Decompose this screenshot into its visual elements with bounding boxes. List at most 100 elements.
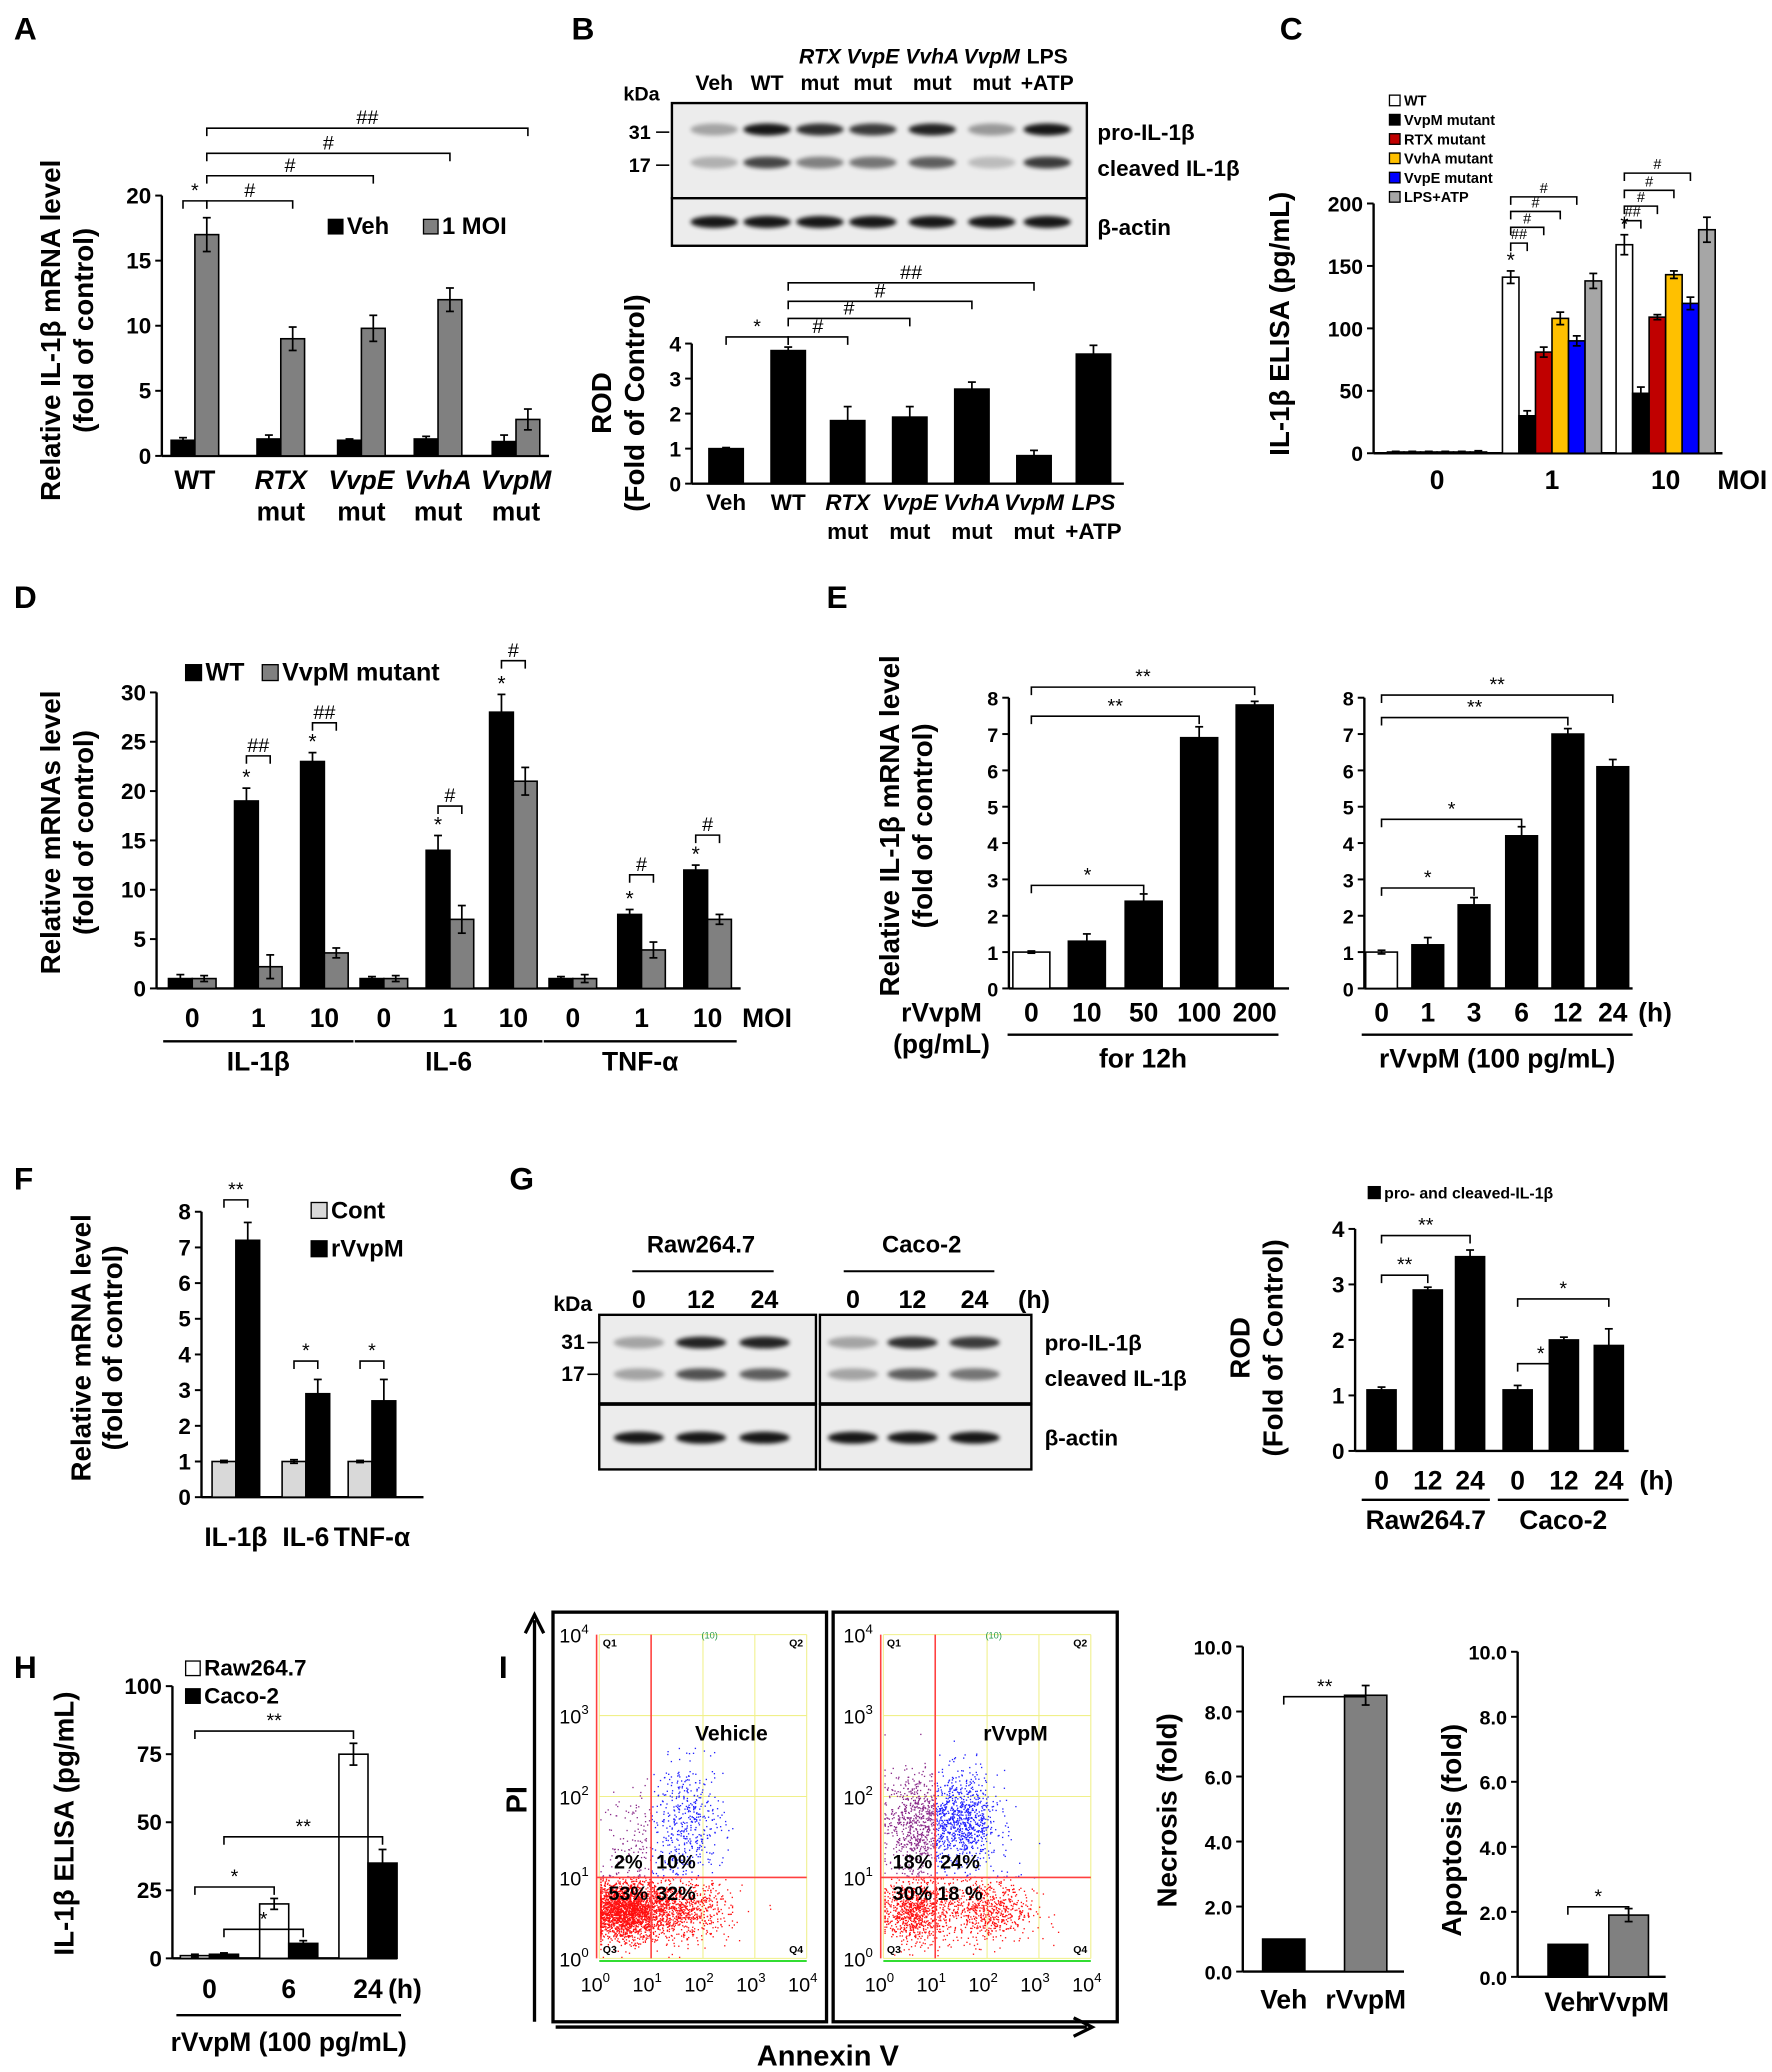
blot-band (743, 123, 791, 136)
flow-event-dot (708, 1919, 710, 1921)
flow-event-dot (680, 1835, 682, 1837)
flow-event-dot (728, 1924, 731, 1927)
bar (770, 349, 807, 485)
flow-event-dot (670, 1934, 673, 1937)
flow-event-dot (707, 1907, 709, 1909)
blot-band (1023, 156, 1071, 169)
flow-event-dot (896, 1935, 898, 1938)
flow-event-dot (647, 1915, 649, 1917)
flow-event-dot (671, 1953, 673, 1956)
flow-event-dot (635, 1909, 637, 1911)
flow-event-dot (900, 1897, 902, 1900)
flow-event-dot (696, 1836, 699, 1838)
flow-event-dot (603, 1923, 606, 1926)
flow-event-dot (619, 1935, 622, 1937)
flow-event-dot (648, 1911, 650, 1913)
lane-label: mut (913, 72, 952, 95)
x-unit-label: (h) (1640, 1465, 1674, 1495)
flow-event-dot (711, 1900, 713, 1903)
significance-bracket (359, 1360, 385, 1369)
flow-event-dot (675, 1910, 677, 1912)
flow-event-dot (647, 1895, 649, 1897)
flow-event-dot (689, 1918, 692, 1921)
flow-event-dot (631, 1912, 633, 1914)
flow-event-dot (655, 1900, 658, 1902)
flow-event-dot (627, 1917, 629, 1920)
flow-event-dot (686, 1863, 688, 1865)
flow-event-dot (604, 1895, 606, 1897)
blot-band (690, 216, 738, 228)
flow-event-dot (630, 1913, 633, 1915)
flow-event-dot (694, 1918, 696, 1920)
flow-event-dot (705, 1886, 708, 1888)
flow-event-dot (671, 1899, 673, 1902)
flow-event-dot (720, 1829, 723, 1832)
flow-event-dot (686, 1856, 689, 1858)
flow-event-dot (640, 1905, 642, 1907)
flow-event-dot (633, 1904, 635, 1906)
flow-event-dot (626, 1923, 628, 1926)
flow-event-dot (701, 1840, 703, 1842)
flow-event-dot (629, 1906, 631, 1909)
flow-event-dot (606, 1908, 609, 1911)
flow-event-dot (609, 1909, 612, 1911)
bar (1235, 704, 1274, 990)
flow-event-dot (642, 1910, 644, 1913)
mw-marker: 17 (561, 1363, 585, 1386)
flow-event-dot (633, 1921, 635, 1924)
bar (1364, 951, 1399, 990)
flow-event-dot (616, 1921, 618, 1923)
flow-event-dot (614, 1886, 616, 1888)
flow-event-dot (637, 1828, 639, 1830)
flow-event-dot (681, 1854, 684, 1856)
flow-event-dot (660, 1898, 662, 1900)
flow-event-dot (630, 1935, 632, 1937)
flow-event-dot (731, 1920, 734, 1922)
flow-event-dot (665, 1794, 667, 1796)
flow-event-dot (625, 1893, 627, 1895)
flow-event-dot (603, 1922, 605, 1925)
flow-event-dot (639, 1897, 641, 1899)
flow-event-dot (628, 1921, 630, 1923)
flow-event-dot (921, 1924, 923, 1926)
flow-event-dot (672, 1857, 674, 1859)
x-category-label: 0 (1430, 465, 1445, 495)
flow-event-dot (678, 1886, 681, 1889)
flow-event-dot (684, 1812, 687, 1814)
flow-event-dot (634, 1909, 636, 1912)
flow-event-dot (611, 1929, 614, 1932)
flow-event-dot (615, 1804, 617, 1806)
flow-event-dot (627, 1898, 629, 1901)
quadrant-name: Q1 (603, 1638, 617, 1650)
y-tick-label: 6.0 (1480, 1773, 1508, 1795)
flow-event-dot (721, 1814, 723, 1816)
flow-event-dot (680, 1896, 682, 1898)
bar (1596, 765, 1630, 990)
flow-event-dot (626, 1942, 628, 1944)
flow-event-dot (636, 1880, 638, 1883)
flow-event-dot (700, 1835, 702, 1837)
flow-event-dot (643, 1915, 645, 1918)
flow-event-dot (635, 1860, 638, 1863)
flow-event-dot (680, 1914, 683, 1917)
flow-event-dot (624, 1921, 626, 1923)
x-category-label: 12 (1553, 997, 1582, 1027)
flow-event-dot (680, 1894, 682, 1896)
y-tick-label: 0 (134, 976, 146, 1001)
flow-event-dot (667, 1897, 670, 1899)
flow-event-dot (605, 1933, 607, 1936)
flow-event-dot (616, 1934, 619, 1936)
flow-event-dot (645, 1916, 647, 1918)
flow-event-dot (601, 1898, 604, 1900)
flow-event-dot (661, 1905, 663, 1908)
flow-event-dot (611, 1889, 613, 1892)
flow-event-dot (602, 1898, 604, 1901)
flow-event-dot (631, 1925, 633, 1927)
y-tick-label: 4 (987, 834, 998, 856)
flow-event-dot (692, 1805, 695, 1808)
flow-event-dot (916, 1896, 918, 1899)
flow-event-dot (632, 1916, 634, 1918)
flow-event-dot (892, 1894, 894, 1896)
flow-event-dot (694, 1802, 697, 1805)
flow-event-dot (612, 1904, 614, 1906)
